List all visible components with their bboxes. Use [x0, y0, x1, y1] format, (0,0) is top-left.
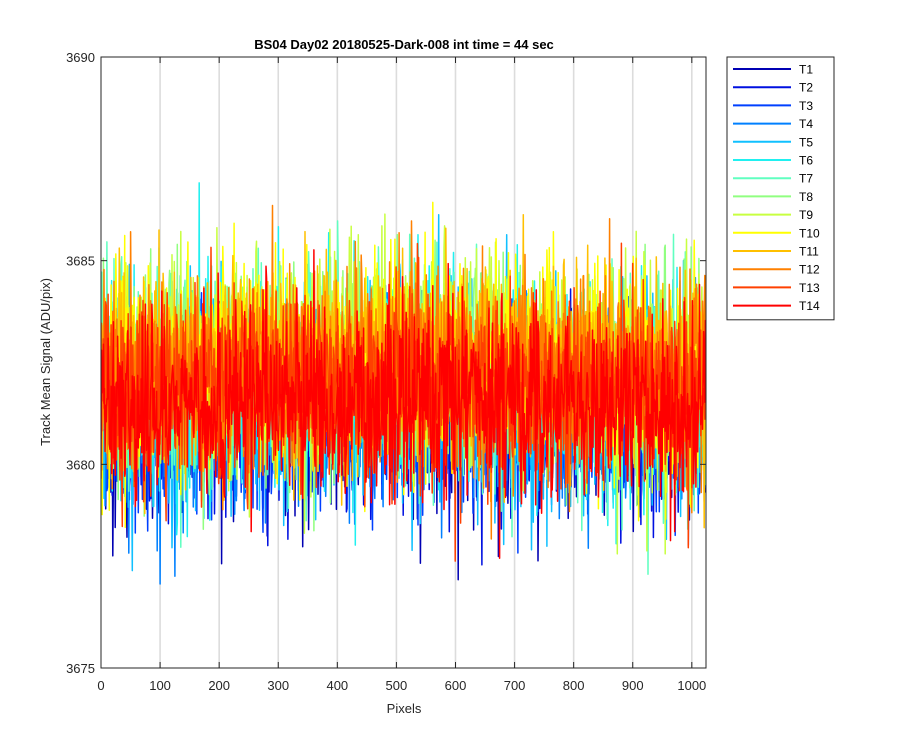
y-tick-label: 3685 — [66, 254, 95, 269]
legend-label: T14 — [799, 299, 820, 313]
series-line-t14 — [101, 249, 706, 559]
x-tick-label: 1000 — [677, 678, 706, 693]
x-axis-label: Pixels — [387, 701, 422, 716]
y-tick-label: 3690 — [66, 50, 95, 65]
legend-label: T7 — [799, 172, 813, 186]
legend-label: T5 — [799, 135, 813, 149]
x-tick-label: 700 — [504, 678, 526, 693]
legend-label: T2 — [799, 81, 813, 95]
chart-title: BS04 Day02 20180525-Dark-008 int time = … — [254, 37, 554, 52]
legend-label: T13 — [799, 281, 820, 295]
x-tick-label: 300 — [267, 678, 289, 693]
x-tick-label: 0 — [97, 678, 104, 693]
x-tick-label: 100 — [149, 678, 171, 693]
legend-label: T10 — [799, 226, 820, 240]
legend: T1 T2 T3 T4 T5 T6 T7 T8 T9 T10 T11 T12 T13 T14 — [726, 56, 835, 321]
axis-ticks: 0 100 200 300 400 500 600 700 800 900 1000 3675 3680… — [66, 50, 706, 693]
plot-frame — [100, 56, 707, 669]
legend-label: T8 — [799, 190, 813, 204]
legend-label: T6 — [799, 154, 813, 168]
x-tick-label: 900 — [622, 678, 644, 693]
legend-label: T12 — [799, 263, 820, 277]
legend-label: T4 — [799, 117, 813, 131]
series-group — [101, 182, 706, 585]
legend-label: T9 — [799, 208, 813, 222]
x-tick-label: 400 — [326, 678, 348, 693]
legend-box — [726, 56, 835, 321]
legend-label: T1 — [799, 63, 813, 77]
y-tick-label: 3675 — [66, 661, 95, 676]
legend-label: T3 — [799, 99, 813, 113]
legend-label: T11 — [799, 245, 819, 259]
x-tick-label: 200 — [208, 678, 230, 693]
x-tick-label: 600 — [445, 678, 467, 693]
x-tick-label: 800 — [563, 678, 585, 693]
y-axis-label: Track Mean Signal (ADU/pix) — [38, 278, 53, 446]
y-tick-label: 3680 — [66, 457, 95, 472]
x-tick-label: 500 — [386, 678, 408, 693]
